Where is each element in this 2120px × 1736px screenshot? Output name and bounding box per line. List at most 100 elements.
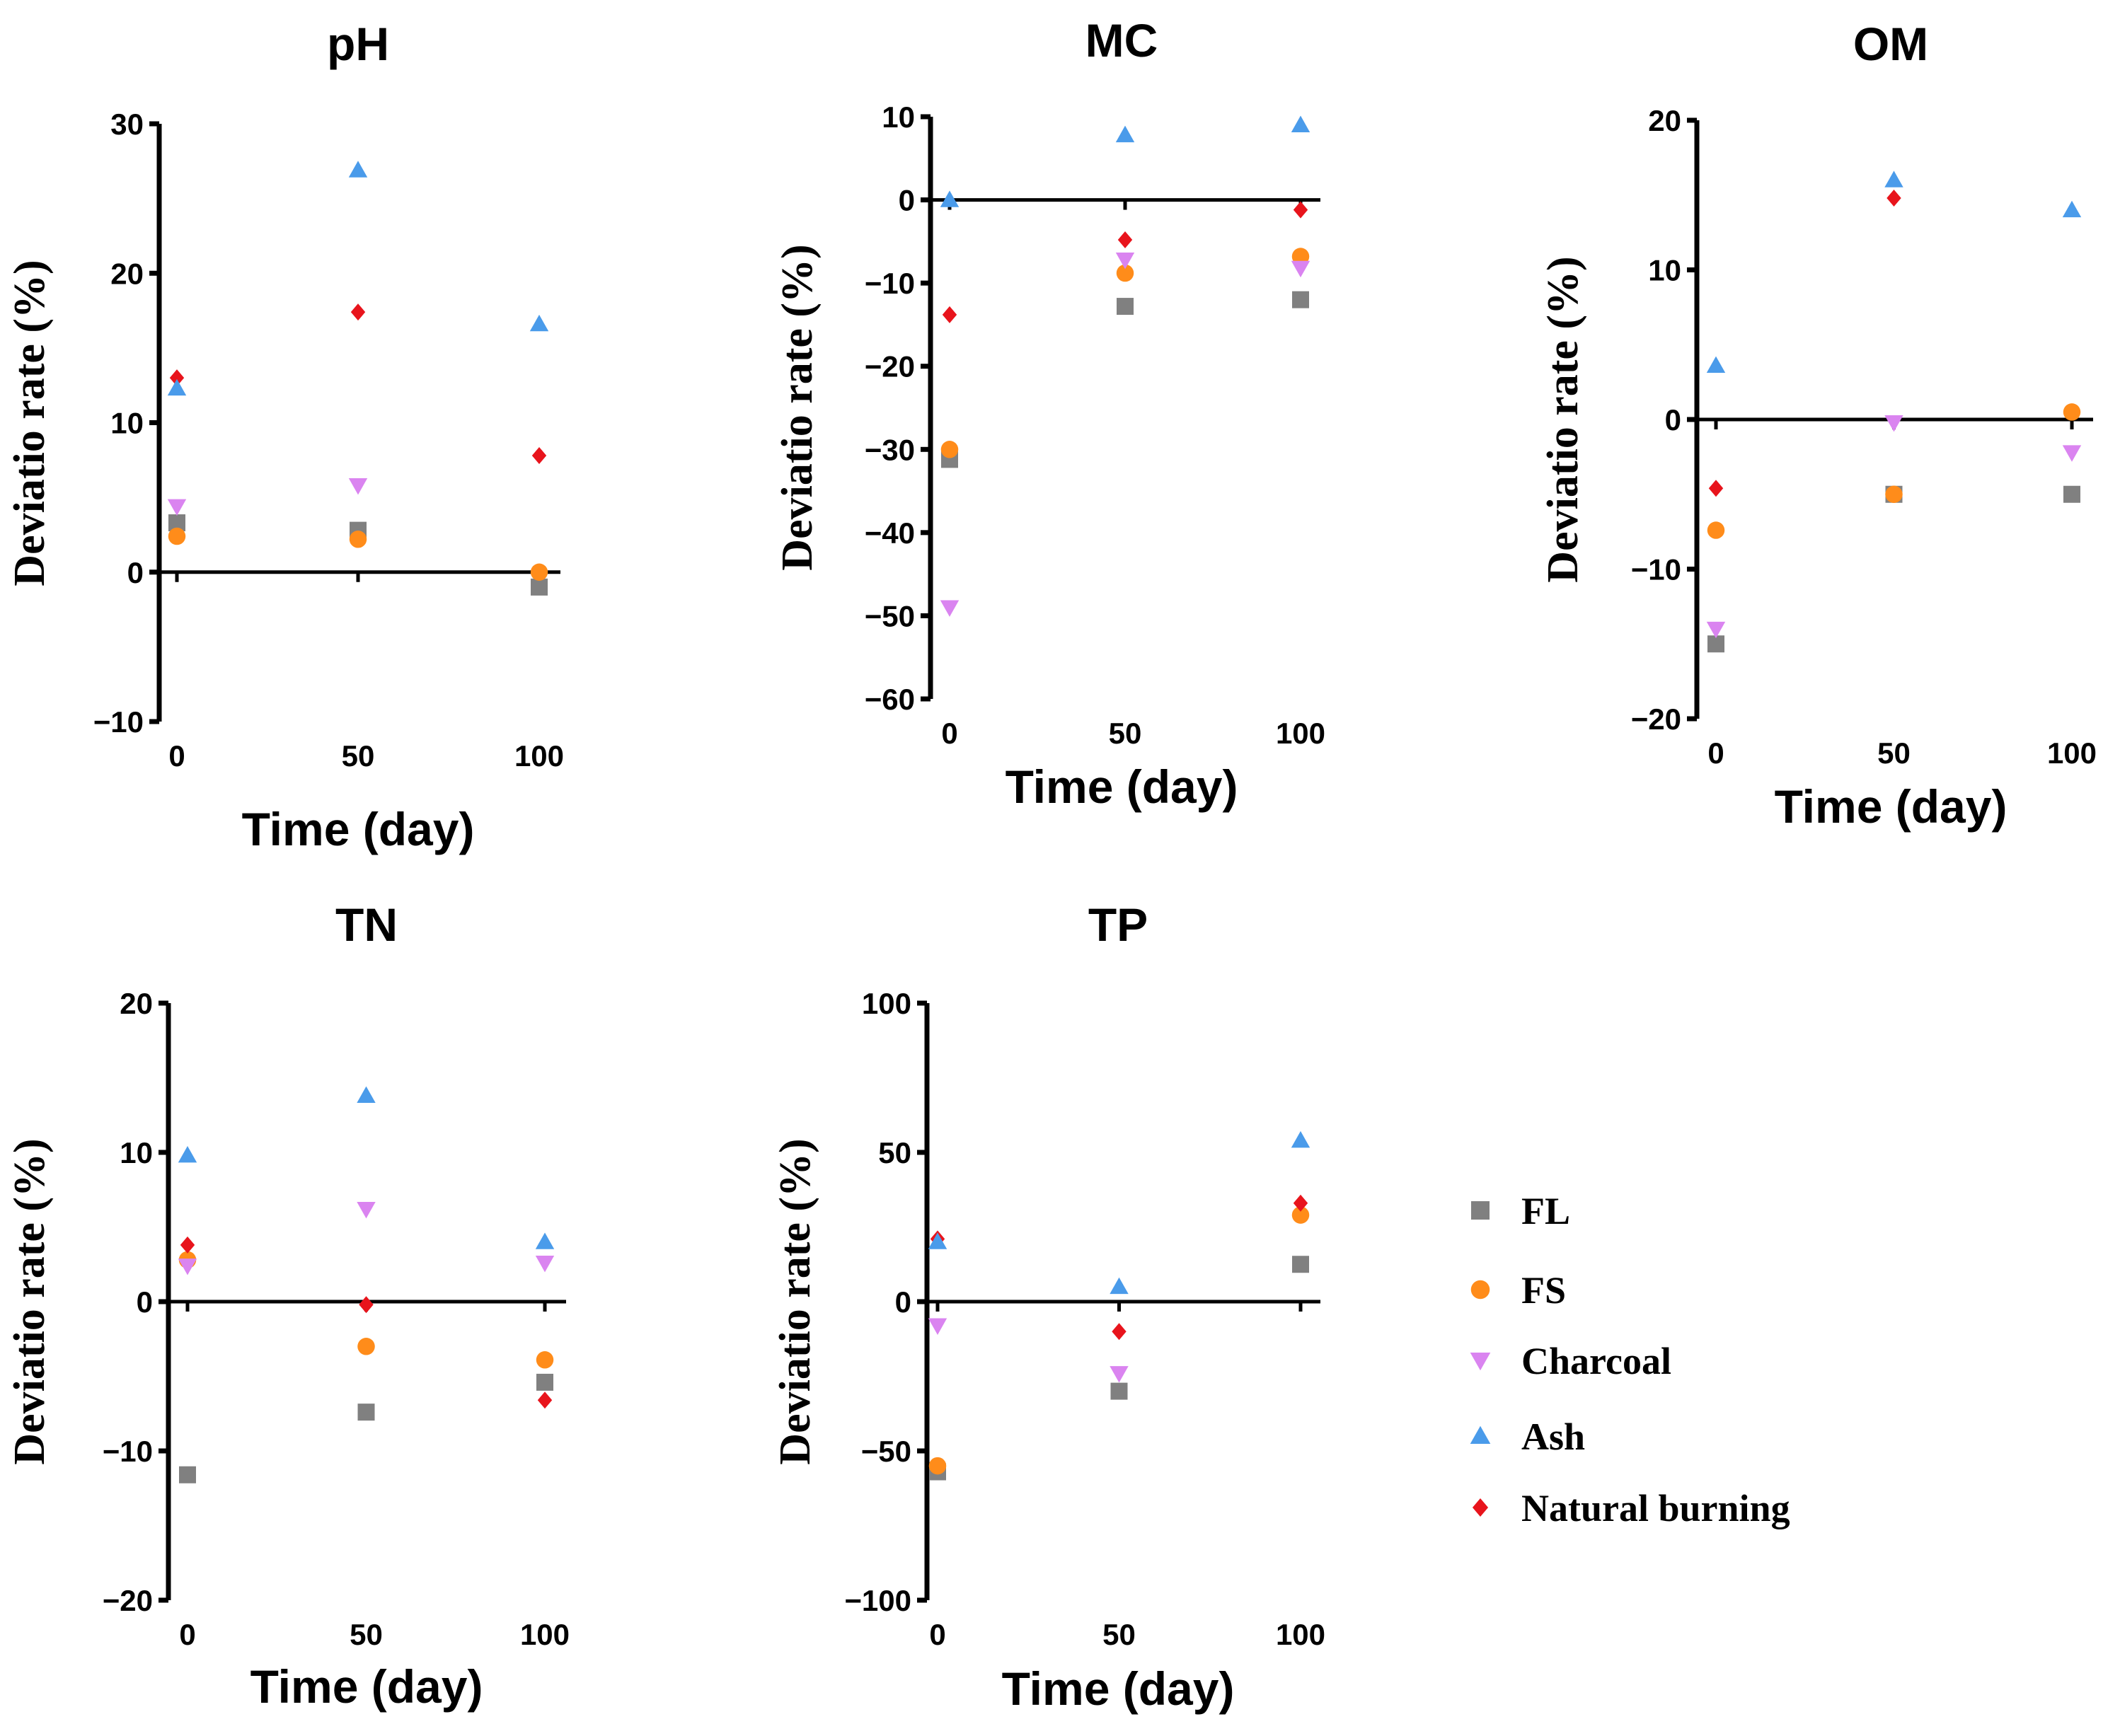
tp-y-tick-label: 100 <box>862 987 911 1020</box>
ph-point-natural-burning <box>350 303 366 321</box>
tn-y-label: Deviatio rate (%) <box>6 1138 54 1464</box>
om-x-tick-label: 50 <box>1877 736 1911 770</box>
mc-point-ash <box>940 190 960 207</box>
om-y-tick-label: 0 <box>1665 403 1681 436</box>
om-point-charcoal <box>1884 415 1903 432</box>
mc-x-tick-label: 100 <box>1276 717 1325 750</box>
tn-point-ash <box>178 1146 197 1163</box>
panel-om: OM −20 −10 0 10 20 0 50 100 Time (day) Deviatio ra… <box>1539 18 2097 833</box>
legend-label-fl: FL <box>1521 1190 1570 1232</box>
om-y-tick-label: 20 <box>1648 104 1681 137</box>
tn-point-natural-burning <box>180 1236 195 1254</box>
legend-label-ash: Ash <box>1521 1416 1585 1458</box>
mc-y-label: Deviatio rate (%) <box>773 244 822 570</box>
mc-x-tick-label: 50 <box>1109 717 1142 750</box>
mc-point-fl <box>1117 298 1134 316</box>
ph-point-natural-burning <box>169 369 185 387</box>
om-point-charcoal <box>1706 621 1726 639</box>
tn-y-tick-label: −20 <box>103 1584 153 1617</box>
tp-point-natural-burning <box>1112 1323 1127 1341</box>
om-y-tick-label: 10 <box>1648 254 1681 287</box>
mc-y-tick-label: 10 <box>882 100 915 134</box>
mc-point-ash <box>1291 115 1310 132</box>
mc-point-natural-burning <box>942 306 957 323</box>
tn-point-charcoal <box>178 1258 197 1275</box>
om-x-tick-label: 0 <box>1707 736 1724 770</box>
tp-point-charcoal <box>928 1318 947 1335</box>
om-y-label: Deviatio rate (%) <box>1539 256 1587 582</box>
panel-tn: TN −20 −10 0 10 20 0 50 100 Time (day) Deviatio ra… <box>6 898 570 1713</box>
tp-point-fl <box>1110 1382 1128 1400</box>
ph-point-fs <box>168 527 186 545</box>
mc-y-tick-label: −50 <box>865 599 915 632</box>
legend-label-fs: FS <box>1521 1269 1566 1312</box>
tp-point-fs <box>928 1457 947 1475</box>
tn-point-charcoal <box>535 1255 555 1273</box>
mc-point-fs <box>940 441 959 458</box>
mc-y-tick-label: −20 <box>865 350 915 383</box>
tn-point-fs <box>536 1351 554 1369</box>
mc-point-charcoal <box>1115 253 1135 270</box>
ph-point-fs <box>530 563 548 581</box>
ph-x-label: Time (day) <box>242 803 475 855</box>
legend-item-fl: FL <box>1471 1190 1570 1232</box>
mc-point-fl <box>1292 291 1309 308</box>
ph-point-ash <box>529 314 549 332</box>
legend-marker-ash <box>1470 1425 1491 1445</box>
ph-x-tick-label: 0 <box>168 739 185 772</box>
tp-x-tick-label: 0 <box>929 1618 945 1651</box>
om-y-tick-label: −10 <box>1631 553 1681 586</box>
tp-point-natural-burning <box>1293 1194 1308 1212</box>
om-point-ash <box>1706 356 1726 374</box>
tn-x-tick-label: 50 <box>350 1618 383 1651</box>
tn-y-tick-label: −10 <box>103 1435 153 1468</box>
legend-item-fs: FS <box>1470 1269 1566 1312</box>
tp-point-charcoal <box>1110 1366 1129 1383</box>
tn-x-label: Time (day) <box>250 1660 483 1713</box>
mc-point-fs <box>1116 264 1134 282</box>
legend-item-charcoal: Charcoal <box>1470 1340 1671 1382</box>
tp-title: TP <box>1088 898 1148 951</box>
tp-point-fs <box>1291 1206 1310 1224</box>
mc-y-tick-label: −30 <box>865 433 915 466</box>
legend-marker-natural-burning <box>1472 1498 1489 1517</box>
om-point-fs <box>2063 403 2081 421</box>
tn-x-tick-label: 100 <box>520 1618 570 1651</box>
legend-label-charcoal: Charcoal <box>1521 1340 1671 1382</box>
tp-y-tick-label: 0 <box>895 1285 911 1319</box>
tn-title: TN <box>335 898 398 951</box>
ph-point-fs <box>349 531 367 548</box>
om-x-tick-label: 100 <box>2047 736 2097 770</box>
tn-point-charcoal <box>357 1201 376 1219</box>
ph-point-charcoal <box>167 499 187 516</box>
tp-y-tick-label: −50 <box>861 1435 911 1468</box>
ph-y-tick-label: 30 <box>110 108 144 141</box>
ph-y-tick-label: 20 <box>110 257 144 290</box>
mc-x-label: Time (day) <box>1006 760 1238 813</box>
mc-point-natural-burning <box>1117 231 1133 249</box>
tn-point-ash <box>535 1232 555 1249</box>
om-point-ash <box>1884 170 1903 187</box>
mc-x-tick-label: 0 <box>941 717 957 750</box>
tn-point-natural-burning <box>537 1391 553 1409</box>
om-point-fl <box>2063 485 2080 503</box>
mc-y-tick-label: −10 <box>865 267 915 300</box>
om-point-fs <box>1707 521 1725 539</box>
ph-x-tick-label: 100 <box>514 739 564 772</box>
tn-x-tick-label: 0 <box>179 1618 195 1651</box>
legend-marker-fs <box>1470 1280 1490 1300</box>
om-title: OM <box>1853 18 1928 70</box>
om-y-tick-label: −20 <box>1631 702 1681 736</box>
mc-y-tick-label: 0 <box>899 184 915 217</box>
legend-label-natural-burning: Natural burning <box>1521 1487 1790 1529</box>
ph-title: pH <box>327 18 389 70</box>
mc-y-tick-label: −60 <box>865 683 915 716</box>
tp-point-ash <box>1291 1130 1310 1148</box>
panel-ph: pH −10 0 10 20 30 0 50 100 Time (day) Deviatio rat… <box>6 18 564 855</box>
tn-point-ash <box>357 1086 376 1104</box>
legend-item-ash: Ash <box>1470 1416 1585 1458</box>
panel-tp: TP −100 −50 0 50 100 0 50 100 Time (day) Deviatio … <box>771 898 1325 1715</box>
ph-point-ash <box>167 378 187 396</box>
om-point-natural-burning <box>1708 480 1724 497</box>
